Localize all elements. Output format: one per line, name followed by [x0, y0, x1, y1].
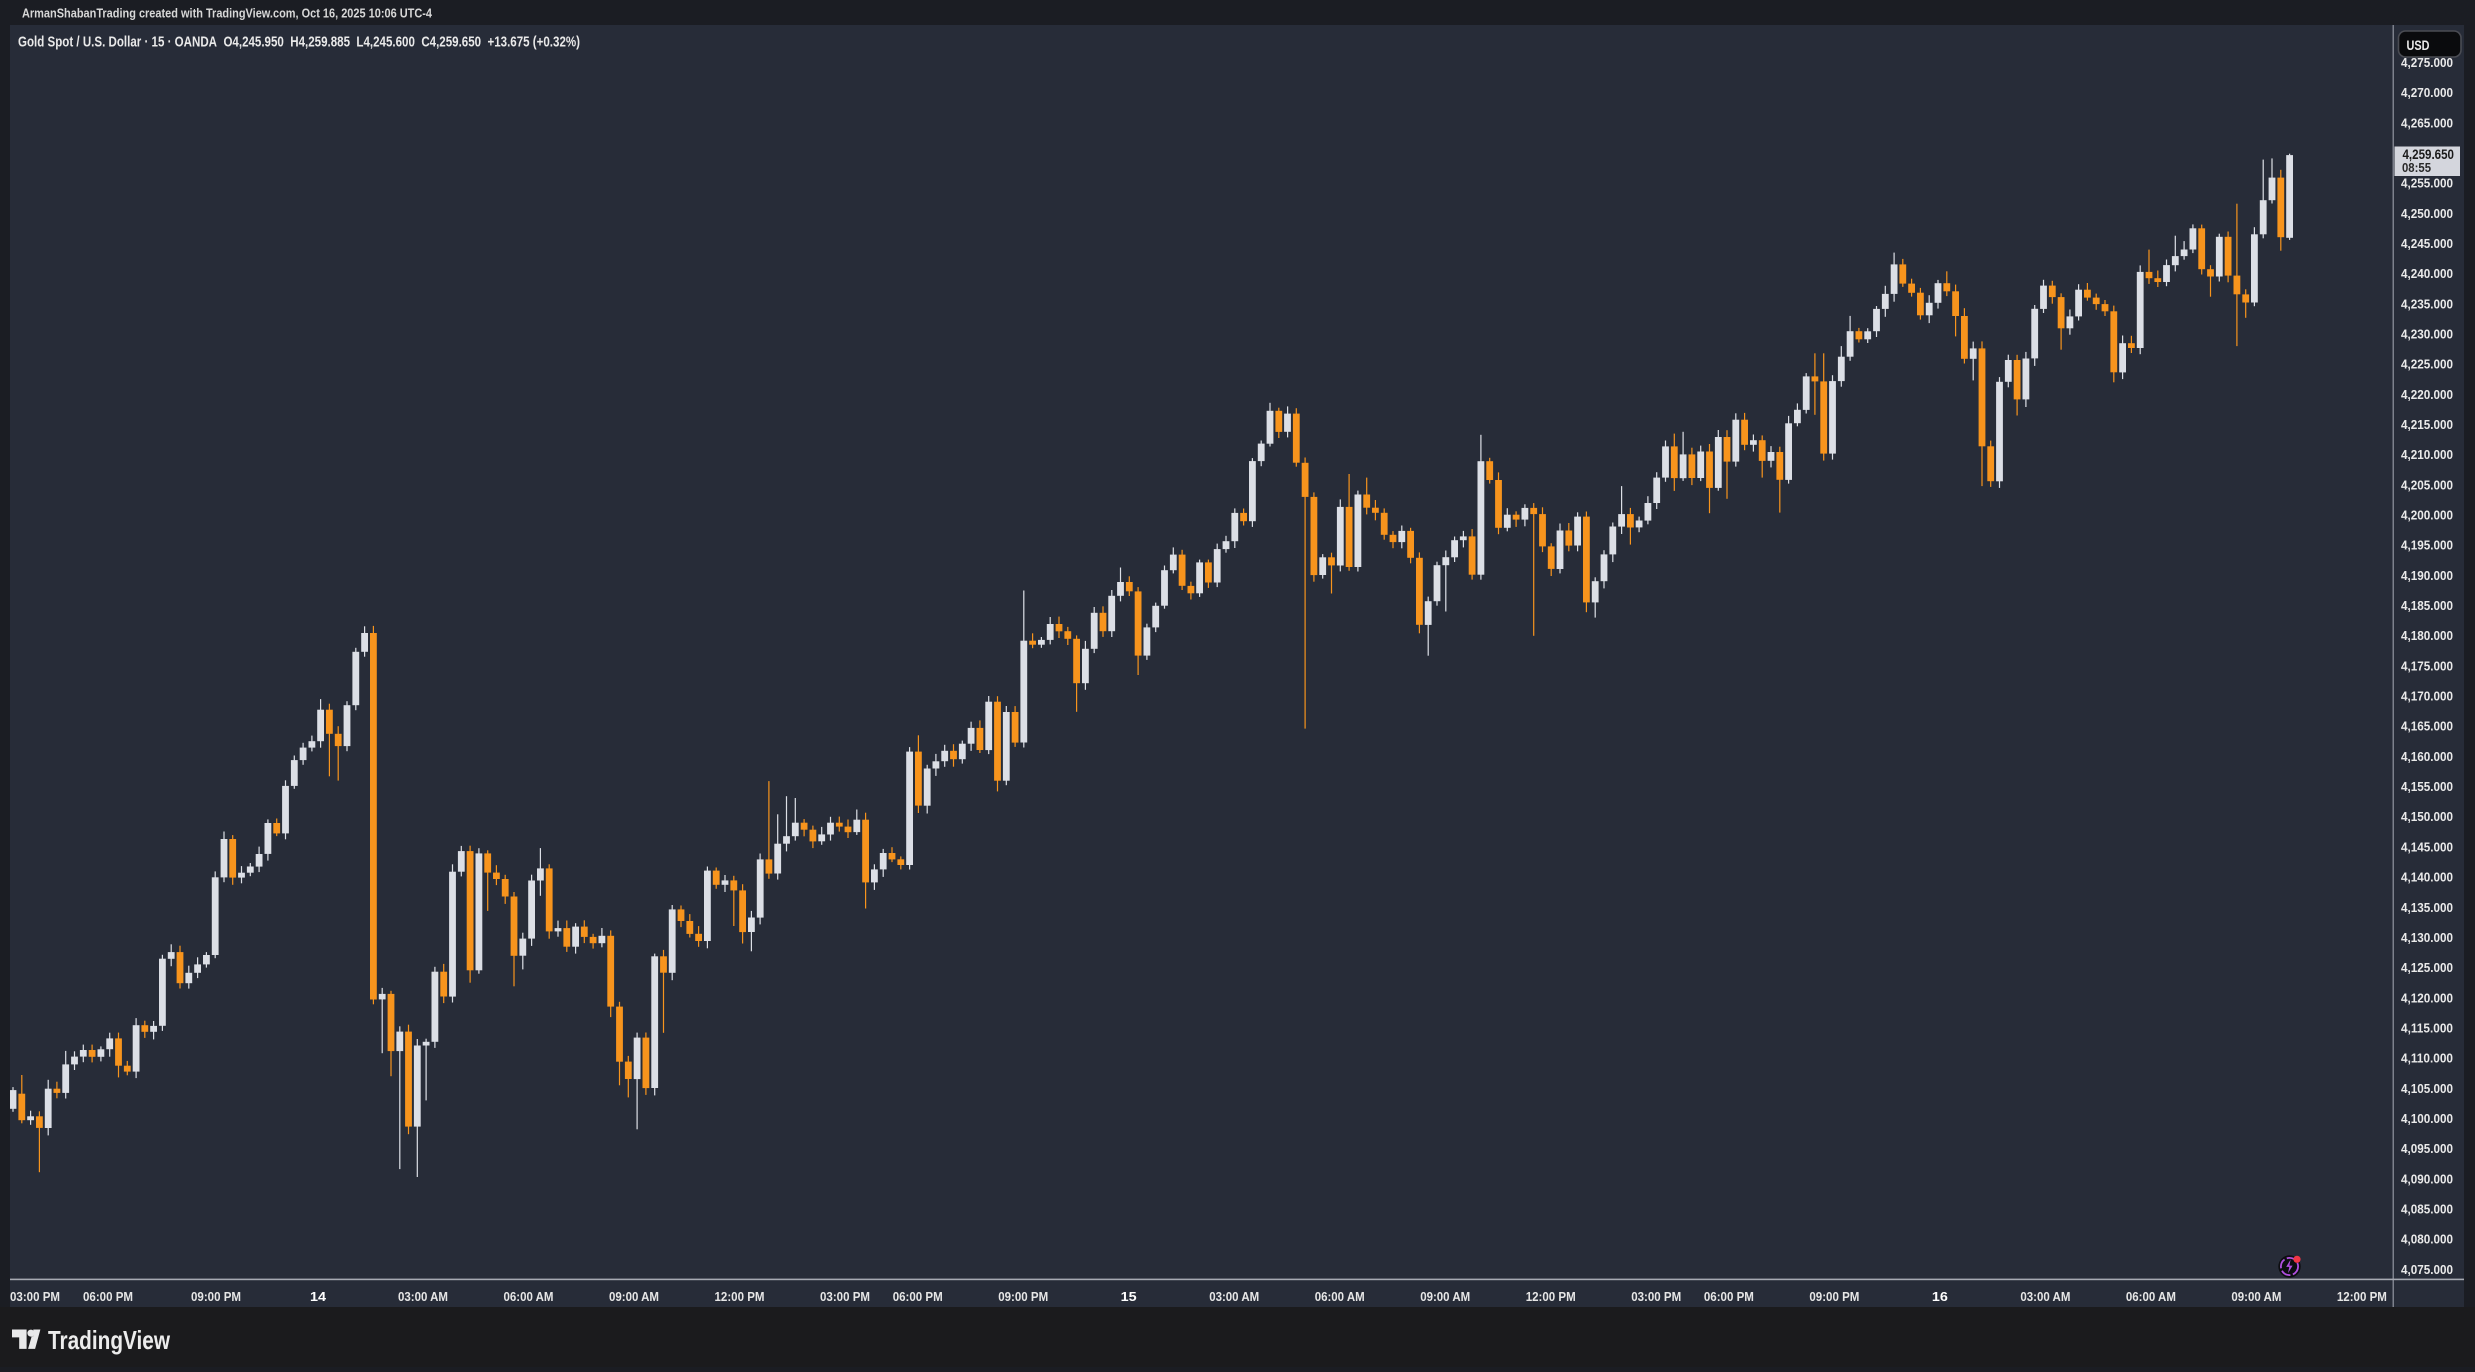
svg-text:4,140.000: 4,140.000: [2401, 870, 2453, 885]
svg-text:4,125.000: 4,125.000: [2401, 960, 2453, 975]
svg-text:4,080.000: 4,080.000: [2401, 1232, 2453, 1247]
svg-text:4,075.000: 4,075.000: [2401, 1262, 2453, 1277]
svg-text:4,155.000: 4,155.000: [2401, 779, 2453, 794]
svg-text:16: 16: [1932, 1289, 1948, 1304]
svg-text:4,095.000: 4,095.000: [2401, 1141, 2453, 1156]
svg-text:09:00 AM: 09:00 AM: [609, 1289, 659, 1304]
svg-text:4,235.000: 4,235.000: [2401, 296, 2453, 311]
svg-text:4,150.000: 4,150.000: [2401, 809, 2453, 824]
svg-text:09:00 AM: 09:00 AM: [1420, 1289, 1470, 1304]
svg-text:12:00 PM: 12:00 PM: [715, 1289, 765, 1304]
svg-text:06:00 PM: 06:00 PM: [893, 1289, 943, 1304]
svg-text:09:00 PM: 09:00 PM: [191, 1289, 241, 1304]
svg-text:06:00 AM: 06:00 AM: [1315, 1289, 1365, 1304]
svg-text:03:00 PM: 03:00 PM: [10, 1289, 60, 1304]
svg-text:TradingView: TradingView: [48, 1325, 171, 1355]
svg-text:4,165.000: 4,165.000: [2401, 719, 2453, 734]
svg-text:4,195.000: 4,195.000: [2401, 538, 2453, 553]
svg-text:12:00 PM: 12:00 PM: [2337, 1289, 2387, 1304]
svg-text:4,259.650: 4,259.650: [2403, 146, 2455, 162]
svg-text:4,130.000: 4,130.000: [2401, 930, 2453, 945]
svg-text:09:00 PM: 09:00 PM: [1809, 1289, 1859, 1304]
svg-text:4,100.000: 4,100.000: [2401, 1111, 2453, 1126]
svg-text:4,135.000: 4,135.000: [2401, 900, 2453, 915]
svg-text:4,265.000: 4,265.000: [2401, 115, 2453, 130]
svg-text:4,270.000: 4,270.000: [2401, 85, 2453, 100]
svg-text:4,110.000: 4,110.000: [2401, 1051, 2453, 1066]
svg-text:4,085.000: 4,085.000: [2401, 1202, 2453, 1217]
svg-text:4,230.000: 4,230.000: [2401, 327, 2453, 342]
svg-text:09:00 PM: 09:00 PM: [998, 1289, 1048, 1304]
svg-text:06:00 PM: 06:00 PM: [83, 1289, 133, 1304]
svg-text:4,205.000: 4,205.000: [2401, 477, 2453, 492]
svg-text:03:00 AM: 03:00 AM: [2020, 1289, 2070, 1304]
svg-text:4,160.000: 4,160.000: [2401, 749, 2453, 764]
svg-text:4,185.000: 4,185.000: [2401, 598, 2453, 613]
svg-text:Gold Spot / U.S. Dollar · 15 ·: Gold Spot / U.S. Dollar · 15 · OANDA O4,…: [18, 34, 580, 51]
svg-text:4,180.000: 4,180.000: [2401, 628, 2453, 643]
svg-text:06:00 PM: 06:00 PM: [1704, 1289, 1754, 1304]
svg-text:03:00 PM: 03:00 PM: [1631, 1289, 1681, 1304]
svg-text:4,200.000: 4,200.000: [2401, 508, 2453, 523]
svg-text:08:55: 08:55: [2402, 160, 2431, 175]
svg-text:4,240.000: 4,240.000: [2401, 266, 2453, 281]
svg-text:4,170.000: 4,170.000: [2401, 689, 2453, 704]
svg-text:12:00 PM: 12:00 PM: [1526, 1289, 1576, 1304]
svg-text:4,175.000: 4,175.000: [2401, 658, 2453, 673]
svg-text:4,190.000: 4,190.000: [2401, 568, 2453, 583]
svg-text:09:00 AM: 09:00 AM: [2231, 1289, 2281, 1304]
svg-text:4,245.000: 4,245.000: [2401, 236, 2453, 251]
svg-text:4,090.000: 4,090.000: [2401, 1171, 2453, 1186]
svg-text:ArmanShabanTrading created wit: ArmanShabanTrading created with TradingV…: [22, 6, 433, 21]
svg-text:4,115.000: 4,115.000: [2401, 1020, 2453, 1035]
svg-text:4,120.000: 4,120.000: [2401, 990, 2453, 1005]
svg-text:03:00 PM: 03:00 PM: [820, 1289, 870, 1304]
svg-text:03:00 AM: 03:00 AM: [398, 1289, 448, 1304]
svg-text:4,215.000: 4,215.000: [2401, 417, 2453, 432]
svg-text:03:00 AM: 03:00 AM: [1209, 1289, 1259, 1304]
svg-text:4,210.000: 4,210.000: [2401, 447, 2453, 462]
svg-text:06:00 AM: 06:00 AM: [504, 1289, 554, 1304]
svg-text:4,105.000: 4,105.000: [2401, 1081, 2453, 1096]
svg-text:4,275.000: 4,275.000: [2401, 55, 2453, 70]
svg-text:USD: USD: [2407, 38, 2430, 53]
svg-text:4,225.000: 4,225.000: [2401, 357, 2453, 372]
svg-text:4,255.000: 4,255.000: [2401, 176, 2453, 191]
svg-text:06:00 AM: 06:00 AM: [2126, 1289, 2176, 1304]
svg-text:4,250.000: 4,250.000: [2401, 206, 2453, 221]
svg-text:4,220.000: 4,220.000: [2401, 387, 2453, 402]
svg-text:14: 14: [310, 1289, 327, 1304]
svg-text:4,145.000: 4,145.000: [2401, 839, 2453, 854]
svg-text:15: 15: [1121, 1289, 1137, 1304]
